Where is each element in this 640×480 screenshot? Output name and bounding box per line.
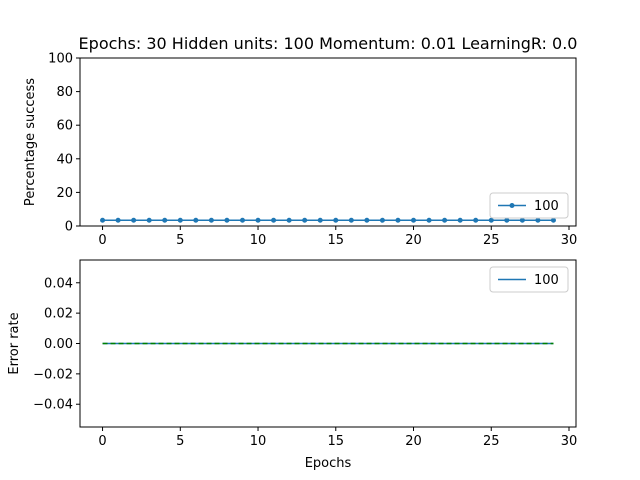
top-data-point: [317, 217, 323, 223]
top-y-axis-label: Percentage success: [23, 78, 38, 206]
top-y-tick-label: 60: [56, 119, 73, 134]
chart-title: Epochs: 30 Hidden units: 100 Momentum: 0…: [79, 34, 578, 53]
top-data-point: [488, 217, 494, 223]
top-data-point: [224, 217, 230, 223]
bot-x-tick-label: 5: [176, 434, 184, 449]
top-data-point: [239, 217, 245, 223]
top-data-point: [473, 217, 479, 223]
bottom-axes-frame: [79, 259, 577, 428]
bot-x-tick-label: 10: [250, 434, 267, 449]
top-data-point: [177, 217, 183, 223]
bot-x-tick-label: 0: [98, 434, 106, 449]
top-data-point: [457, 217, 463, 223]
bottom-legend: 100: [489, 266, 569, 293]
bot-y-tick-label: 0.04: [44, 276, 73, 291]
top-data-point: [364, 217, 370, 223]
bottom-x-ticks: 0 5 10 15 20 25 30: [98, 427, 577, 449]
top-x-tick-label: 25: [483, 233, 500, 248]
top-subplot: Epochs: 30 Hidden units: 100 Momentum: 0…: [23, 34, 577, 248]
top-data-point: [348, 217, 354, 223]
bottom-legend-box: [489, 266, 569, 293]
top-legend-label: 100: [534, 199, 559, 214]
bot-y-tick-label: −0.04: [33, 398, 73, 413]
top-data-point: [131, 217, 137, 223]
bot-x-tick-label: 30: [561, 434, 578, 449]
top-data-point: [550, 217, 556, 223]
top-data-point: [271, 217, 277, 223]
top-x-tick-label: 30: [561, 233, 578, 248]
top-y-ticks: 0 20 40 60 80 100: [48, 52, 80, 235]
bottom-subplot: Error rate Epochs 0 5 10 15 20 25 30 −0.04−0.0…: [7, 259, 577, 471]
top-data-point: [286, 217, 292, 223]
top-data-point: [333, 217, 339, 223]
top-data-point: [535, 217, 541, 223]
top-data-point: [100, 217, 106, 223]
top-y-tick-label: 80: [56, 85, 73, 100]
top-data-point: [426, 217, 432, 223]
top-data-point: [379, 217, 385, 223]
top-data-point: [162, 217, 168, 223]
top-data-point: [395, 217, 401, 223]
top-y-tick-label: 100: [48, 52, 73, 67]
top-data-point: [411, 217, 417, 223]
top-data-point: [208, 217, 214, 223]
top-y-tick-label: 40: [56, 152, 73, 167]
top-x-tick-label: 5: [176, 233, 184, 248]
bottom-legend-label: 100: [534, 273, 559, 288]
top-y-tick-label: 0: [65, 220, 73, 235]
top-x-tick-label: 20: [405, 233, 422, 248]
bot-x-tick-label: 20: [405, 434, 422, 449]
top-data-point: [504, 217, 510, 223]
top-x-tick-label: 0: [98, 233, 106, 248]
bot-y-tick-label: 0.02: [44, 307, 73, 322]
top-series: [100, 217, 556, 223]
top-data-point: [519, 217, 525, 223]
bot-y-tick-label: −0.02: [33, 367, 73, 382]
top-x-tick-label: 10: [250, 233, 267, 248]
top-data-point: [442, 217, 448, 223]
bottom-y-ticks: −0.04 −0.02 0.00 0.02 0.04: [33, 276, 80, 413]
top-data-point: [193, 217, 199, 223]
top-axes-frame: [79, 57, 577, 227]
top-legend: 100: [489, 192, 569, 219]
top-data-point: [146, 217, 152, 223]
top-y-tick-label: 20: [56, 186, 73, 201]
bottom-y-axis-label: Error rate: [7, 312, 22, 374]
bottom-x-axis-label: Epochs: [305, 456, 352, 471]
top-data-point: [115, 217, 121, 223]
top-legend-box: [489, 192, 569, 219]
bot-y-tick-label: 0.00: [44, 337, 73, 352]
top-legend-marker: [509, 203, 515, 208]
bot-x-tick-label: 15: [328, 434, 345, 449]
bot-x-tick-label: 25: [483, 434, 500, 449]
top-x-tick-label: 15: [328, 233, 345, 248]
top-data-point: [302, 217, 308, 223]
top-x-ticks: 0 5 10 15 20 25 30: [98, 226, 577, 248]
top-data-point: [255, 217, 261, 223]
